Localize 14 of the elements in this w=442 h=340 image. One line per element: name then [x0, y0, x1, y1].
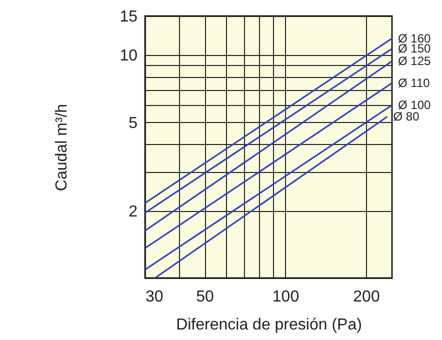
- x-tick-label: 100: [272, 288, 300, 306]
- x-tick-label: 50: [196, 288, 214, 306]
- y-tick-label: 10: [120, 48, 138, 65]
- series-label: Ø 125: [398, 54, 432, 68]
- series-label: Ø 100: [398, 98, 432, 112]
- x-tick-label: 200: [353, 288, 380, 306]
- y-tick-label: 2: [128, 203, 138, 220]
- y-tick-label: 15: [120, 8, 138, 26]
- x-tick-label: 30: [146, 288, 164, 306]
- y-axis-title: Caudal m³/h: [54, 104, 71, 192]
- y-tick-label: 5: [128, 114, 138, 132]
- series-label: Ø 110: [398, 76, 430, 90]
- series-label: Ø 80: [393, 110, 420, 124]
- x-axis-title: Diferencia de presión (Pa): [176, 316, 362, 334]
